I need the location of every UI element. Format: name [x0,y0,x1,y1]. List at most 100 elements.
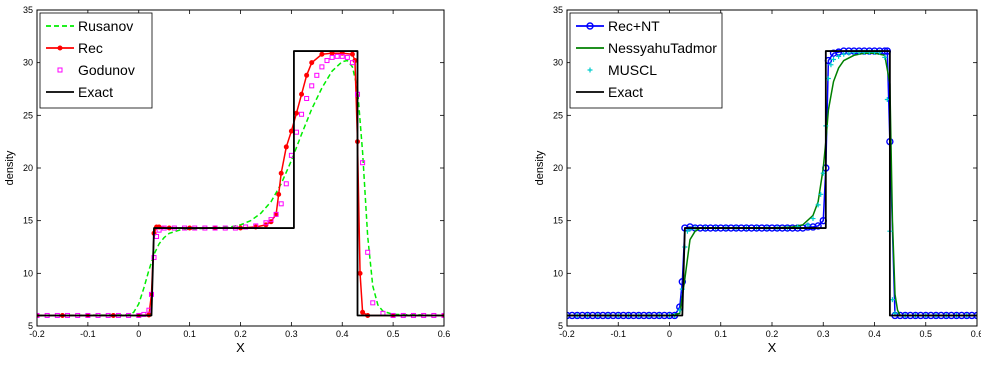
x-tick-label: -0.1 [610,329,626,339]
legend-item-nessyahutadmor-label: NessyahuTadmor [608,40,717,56]
right-density-plot: -0.2 -0.1 0 0.1 0.2 0.3 0.4 0.5 0.6 5 10 15 20 25 30 35… [534,5,981,355]
series-muscl-point [884,97,890,103]
series-godunov-point [360,160,366,166]
legend-item-rec-nt-label: Rec+NT [608,18,660,34]
series-godunov-point [339,53,345,59]
x-axis-label: X [236,340,245,355]
series-godunov-point [314,72,320,78]
legend-item-exact-label: Exact [78,84,113,100]
series-muscl-point [831,57,836,63]
series-rec-point [309,60,315,66]
y-tick-label: 30 [23,58,33,68]
y-axis-label: density [4,150,16,185]
series-group [37,50,444,318]
series-rec-point [349,51,355,57]
y-tick-label: 35 [553,5,563,15]
series-muscl-point [836,53,842,59]
series-rec-point [278,170,284,176]
series-godunov-point [273,211,279,217]
x-tick-label: 0.3 [285,329,298,339]
left-density-plot: -0.2 -0.1 0 0.1 0.2 0.3 0.4 0.5 0.6 5 10 15 20 25 30 35… [4,5,450,355]
y-tick-label: 15 [23,216,33,226]
series-godunov-point [324,58,330,64]
series-group [567,47,977,320]
y-tick-label: 30 [553,58,563,68]
series-godunov-point [344,54,350,60]
series-rec-nt-point [809,223,817,231]
series-muscl-point [815,202,821,208]
series-godunov-point [263,220,269,226]
series-godunov-point [309,83,315,89]
series-muscl-point [841,51,847,57]
x-tick-label: 0.4 [868,329,881,339]
x-tick-label: 0.4 [336,329,349,339]
y-tick-label: 5 [558,321,563,331]
x-tick-label: 0.2 [766,329,779,339]
series-exact-line [37,50,444,317]
x-tick-label: 0.2 [234,329,247,339]
series-godunov-point [299,111,305,117]
y-tick-label: 5 [28,321,33,331]
series-godunov-point [141,311,147,317]
series-rec-point [357,270,363,276]
series-muscl-point [805,222,811,228]
x-tick-label: -0.2 [559,329,575,339]
x-tick-label: 0.1 [714,329,727,339]
x-tick-label: 0.6 [438,329,451,339]
series-godunov-point [365,249,371,255]
series-rec-point [304,72,310,78]
legend-item-rusanov-label: Rusanov [78,18,133,34]
series-godunov-point [268,217,274,223]
x-axis-label: X [768,340,777,355]
legend-item-muscl-label: MUSCL [608,62,657,78]
series-rec-point [276,191,282,197]
y-tick-label: 10 [553,268,563,278]
x-tick-label: -0.1 [80,329,96,339]
y-tick-label: 35 [23,5,33,15]
legend-item-muscl-marker [587,67,593,73]
series-rec-point [360,309,366,315]
legend-item-rec-marker [57,45,63,51]
series-godunov-point [370,300,376,306]
x-tick-label: -0.2 [29,329,45,339]
x-tick-label: 0.5 [387,329,400,339]
x-tick-label: 0 [136,329,141,339]
series-exact [567,50,977,317]
y-tick-label: 25 [553,110,563,120]
series-godunov-point [334,53,340,59]
y-tick-label: 20 [23,163,33,173]
legend-item-exact-label: Exact [608,84,643,100]
x-tick-label: 0 [667,329,672,339]
series-muscl-point [882,54,888,60]
x-tick-label: 0.6 [971,329,981,339]
legend-item-godunov-label: Godunov [78,62,135,78]
legend: Rusanov Rec Godunov Exact [39,12,153,109]
legend-item-godunov-marker [57,67,63,73]
series-muscl-point [677,307,683,313]
legend-item-rec-label: Rec [78,40,103,56]
x-tick-label: 0.5 [919,329,932,339]
y-tick-label: 10 [23,268,33,278]
legend-item-rec-nt-marker [586,22,594,30]
legend: Rec+NT NessyahuTadmor MUSCL Exact [569,12,723,109]
y-tick-label: 25 [23,110,33,120]
series-muscl-point [810,216,816,222]
series-muscl-point [828,62,834,68]
series-rec-point [283,144,289,150]
series-rec-point [319,51,325,57]
series-godunov-point [243,224,249,230]
series-godunov-point [304,95,310,101]
y-axis-label: density [534,150,546,185]
series-rec-point [299,91,305,97]
x-tick-label: 0.1 [183,329,196,339]
series-rec-point [288,128,294,134]
series-rec-point [273,211,279,217]
series-muscl-point [684,228,690,234]
y-tick-label: 15 [553,216,563,226]
series-godunov-point [349,60,355,66]
series-rec-point [293,110,299,116]
series-godunov-point [329,54,335,60]
series-muscl-point [818,191,824,197]
series-exact [37,50,444,317]
